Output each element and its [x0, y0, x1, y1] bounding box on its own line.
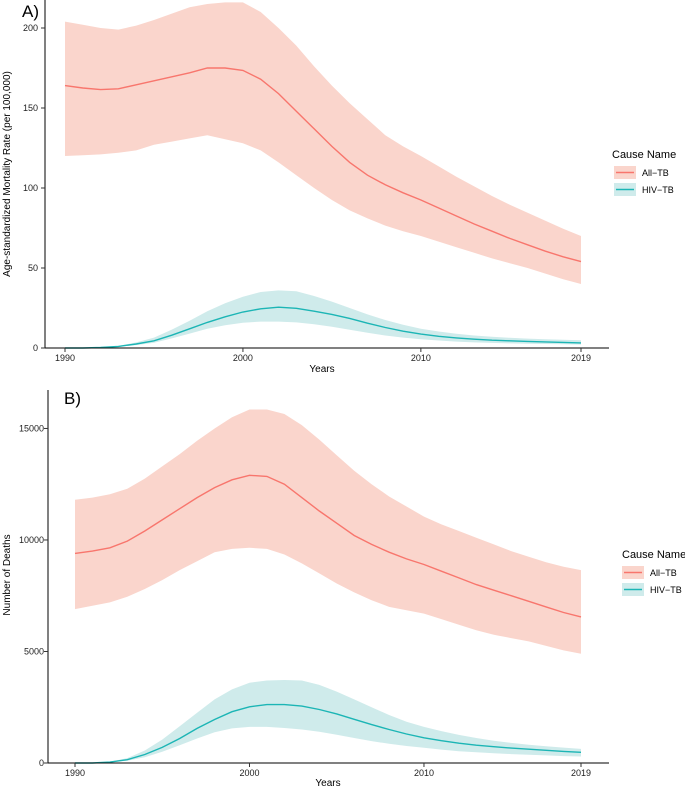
panel-b-x-ticks: 1990 2000 2010 2019: [65, 763, 591, 778]
panel-a-lines: [64, 67, 582, 349]
legend-label-hiv-tb: HIV−TB: [650, 585, 682, 595]
panel-a: A) 0 50 100 150 200 1990 2000 2010 2019 Years A…: [2, 0, 676, 375]
panel-a-y-axis-title: Age-standardized Mortality Rate (per 100…: [2, 71, 13, 277]
legend-label-all-tb: All−TB: [650, 568, 677, 578]
y-tick-label: 0: [33, 343, 38, 353]
panel-b-legend: Cause Name All−TB HIV−TB: [622, 549, 685, 596]
series-line-all-tb: [64, 67, 582, 263]
panel-a-label: A): [22, 2, 39, 21]
band-all-tb: [75, 409, 581, 654]
y-tick-label: 5000: [24, 646, 44, 656]
band-all-tb: [65, 2, 581, 285]
x-tick-label: 2010: [411, 353, 431, 363]
panel-b: B) 0 5000 10000 15000 1990 2000 2010 2019 Year…: [2, 389, 685, 788]
panel-a-legend: Cause Name All−TB HIV−TB: [612, 149, 676, 196]
panel-a-bands: [65, 2, 581, 348]
x-tick-label: 1990: [55, 353, 75, 363]
x-tick-label: 2000: [239, 768, 259, 778]
x-tick-label: 2010: [414, 768, 434, 778]
panel-a-x-axis-title: Years: [309, 364, 334, 375]
x-tick-label: 2019: [571, 353, 591, 363]
panel-b-y-axis-title: Number of Deaths: [2, 534, 13, 615]
panel-b-legend-title: Cause Name: [622, 549, 685, 561]
x-tick-label: 1990: [65, 768, 85, 778]
panel-b-label: B): [64, 389, 81, 408]
panel-a-y-ticks: 0 50 100 150 200: [23, 23, 45, 353]
x-tick-label: 2000: [233, 353, 253, 363]
y-tick-label: 0: [39, 758, 44, 768]
y-tick-label: 15000: [19, 423, 44, 433]
y-tick-label: 150: [23, 103, 38, 113]
panel-a-x-ticks: 1990 2000 2010 2019: [55, 348, 591, 363]
panel-b-y-ticks: 0 5000 10000 15000: [19, 423, 48, 768]
y-tick-label: 50: [28, 263, 38, 273]
band-hiv-tb: [75, 680, 581, 763]
panel-b-x-axis-title: Years: [315, 778, 340, 788]
series-line-hiv-tb: [65, 306, 582, 349]
series-line-all-tb: [74, 474, 582, 618]
y-tick-label: 200: [23, 23, 38, 33]
y-tick-label: 10000: [19, 535, 44, 545]
legend-label-hiv-tb: HIV−TB: [642, 185, 674, 195]
legend-label-all-tb: All−TB: [642, 168, 669, 178]
x-tick-label: 2019: [571, 768, 591, 778]
panel-a-legend-title: Cause Name: [612, 149, 676, 161]
panel-b-bands: [75, 409, 581, 763]
band-hiv-tb: [65, 290, 581, 348]
panel-b-lines: [74, 474, 582, 764]
y-tick-label: 100: [23, 183, 38, 193]
series-line-hiv-tb: [75, 703, 582, 764]
